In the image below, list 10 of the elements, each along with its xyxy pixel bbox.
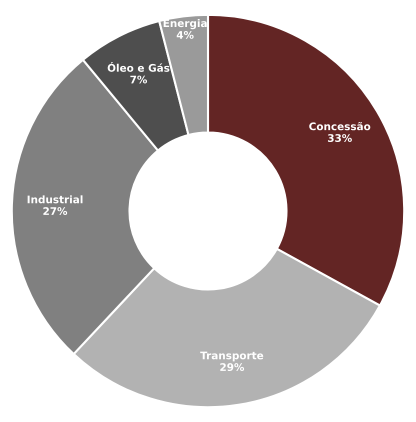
slice-label: Concessão [309,122,370,130]
data-label: 29% [220,363,244,372]
data-label: 7% [130,76,148,84]
slice-label: Energia [164,19,207,30]
data-label: 27% [43,207,68,216]
slice-label: Industrial [28,195,82,204]
data-label: 4% [176,30,194,39]
slice-label: Óleo e Gás [108,62,170,72]
slice-label: Transporte [200,352,264,362]
data-label: 33% [328,134,352,142]
